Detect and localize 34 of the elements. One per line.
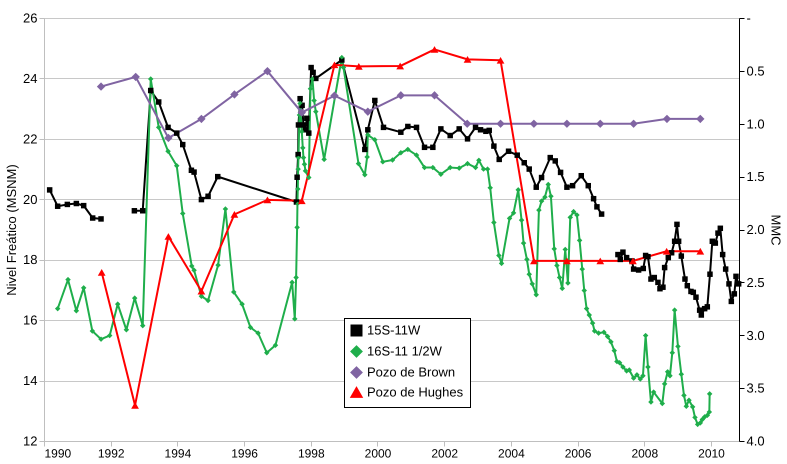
x-tick-label: 1994 xyxy=(164,446,192,460)
y2-tick-label: - xyxy=(746,10,751,26)
y-tick-label: 18 xyxy=(23,252,38,268)
x-tick-label: 1992 xyxy=(98,446,125,460)
x-tick-label: 2006 xyxy=(564,446,592,460)
y-tick-label: 20 xyxy=(23,192,38,207)
y-tick-label: 12 xyxy=(23,434,38,448)
y2-tick-label: 4.0 xyxy=(746,434,765,448)
legend-label: 15S-11W xyxy=(367,322,421,338)
x-tick-label: 1996 xyxy=(231,446,258,460)
y2-tick-label: 2.5 xyxy=(746,274,765,290)
y2-tick-label: 2.0 xyxy=(746,222,765,237)
x-tick-label: 2002 xyxy=(431,446,458,460)
y-tick-label: 22 xyxy=(23,131,38,146)
y2-tick-label: 3.0 xyxy=(746,328,765,343)
legend-label: 16S-11 1/2W xyxy=(367,344,443,358)
x-tick-label: 1990 xyxy=(44,446,72,460)
x-tick-label: 2010 xyxy=(698,446,726,460)
x-tick-label: 2004 xyxy=(498,446,526,460)
x-tick-label: 2000 xyxy=(364,446,392,460)
legend-label: Pozo de Hughes xyxy=(367,384,464,400)
x-tick-label: 2008 xyxy=(631,446,658,460)
y-tick-label: 16 xyxy=(23,312,38,328)
y-tick-label: 24 xyxy=(23,70,38,86)
y2-tick-label: 3.5 xyxy=(746,380,765,396)
x-tick-label: 1998 xyxy=(298,446,325,460)
y2-tick-label: 0.5 xyxy=(746,63,765,78)
y-axis-title: Nivel Freático (MSNM) xyxy=(4,164,20,296)
y2-tick-label: 1.0 xyxy=(746,116,765,132)
legend-label: Pozo de Brown xyxy=(367,364,456,380)
y-tick-label: 14 xyxy=(23,373,38,388)
y2-tick-label: 1.5 xyxy=(746,169,765,184)
y2-axis-title: MMC xyxy=(768,214,784,246)
y-tick-label: 26 xyxy=(23,10,38,26)
